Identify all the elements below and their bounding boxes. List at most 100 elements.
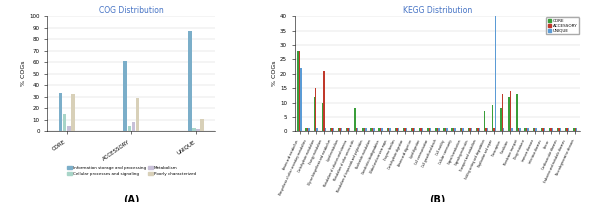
Bar [333, 128, 334, 131]
Bar [422, 128, 423, 131]
Bar [414, 128, 415, 131]
Bar [380, 128, 381, 131]
Text: (B): (B) [429, 195, 446, 202]
Bar [445, 128, 446, 131]
Bar [332, 128, 333, 131]
Legend: Information storage and processing, Cellular processes and signaling, Metabolism: Information storage and processing, Cell… [67, 166, 196, 176]
Bar [200, 119, 204, 131]
Bar [321, 103, 323, 131]
Bar [438, 128, 440, 131]
Text: (A): (A) [123, 195, 140, 202]
Bar [371, 128, 372, 131]
Bar [71, 95, 75, 131]
Bar [565, 128, 567, 131]
Bar [356, 128, 357, 131]
Bar [533, 128, 534, 131]
Bar [525, 128, 526, 131]
Bar [468, 128, 469, 131]
Bar [136, 98, 139, 131]
Bar [419, 128, 420, 131]
Bar [516, 94, 518, 131]
Bar [503, 128, 504, 131]
Bar [568, 128, 570, 131]
Bar [63, 114, 66, 131]
Bar [484, 111, 485, 131]
Bar [67, 126, 70, 131]
Bar [534, 128, 536, 131]
Bar [308, 128, 310, 131]
Title: COG Distribution: COG Distribution [99, 6, 164, 15]
Bar [437, 128, 438, 131]
Bar [429, 128, 430, 131]
Bar [59, 93, 62, 131]
Bar [300, 68, 302, 131]
Bar [495, 5, 496, 131]
Bar [443, 128, 445, 131]
Bar [330, 128, 332, 131]
Bar [452, 128, 453, 131]
Bar [479, 128, 480, 131]
Bar [477, 128, 479, 131]
Bar [459, 128, 461, 131]
Bar [372, 128, 373, 131]
Bar [575, 128, 576, 131]
Y-axis label: % COGs: % COGs [272, 61, 277, 86]
Legend: CORE, ACCESSORY, UNIQUE: CORE, ACCESSORY, UNIQUE [546, 17, 579, 34]
Bar [363, 128, 365, 131]
Bar [536, 128, 537, 131]
Bar [378, 128, 380, 131]
Bar [446, 128, 448, 131]
Bar [469, 128, 471, 131]
Bar [188, 31, 192, 131]
Bar [403, 128, 404, 131]
Bar [435, 128, 437, 131]
Bar [346, 128, 348, 131]
Bar [542, 128, 543, 131]
Bar [453, 128, 455, 131]
Bar [501, 94, 503, 131]
Bar [396, 128, 398, 131]
Bar [461, 128, 462, 131]
Bar [381, 128, 383, 131]
Bar [323, 71, 324, 131]
Bar [127, 126, 131, 131]
Bar [373, 128, 375, 131]
Bar [557, 128, 558, 131]
Bar [131, 122, 135, 131]
Bar [543, 128, 545, 131]
Bar [462, 128, 464, 131]
Bar [192, 128, 196, 131]
Bar [526, 128, 527, 131]
Bar [527, 128, 529, 131]
Bar [540, 128, 542, 131]
Bar [500, 108, 501, 131]
Bar [508, 97, 510, 131]
Bar [485, 128, 487, 131]
Bar [550, 128, 552, 131]
Bar [567, 128, 568, 131]
Bar [315, 88, 317, 131]
Bar [519, 128, 521, 131]
Bar [492, 105, 494, 131]
Bar [494, 128, 495, 131]
Bar [365, 128, 366, 131]
Bar [404, 128, 406, 131]
Bar [387, 128, 388, 131]
Bar [573, 128, 575, 131]
Bar [357, 128, 359, 131]
Bar [362, 128, 363, 131]
Bar [398, 128, 399, 131]
Bar [349, 128, 350, 131]
Bar [348, 128, 349, 131]
Bar [558, 128, 560, 131]
Bar [305, 128, 307, 131]
Title: KEGG Distribution: KEGG Distribution [403, 6, 472, 15]
Bar [317, 128, 318, 131]
Y-axis label: % COGs: % COGs [21, 61, 27, 86]
Bar [552, 128, 553, 131]
Bar [420, 128, 422, 131]
Bar [455, 128, 456, 131]
Bar [314, 97, 315, 131]
Bar [576, 128, 577, 131]
Bar [123, 61, 127, 131]
